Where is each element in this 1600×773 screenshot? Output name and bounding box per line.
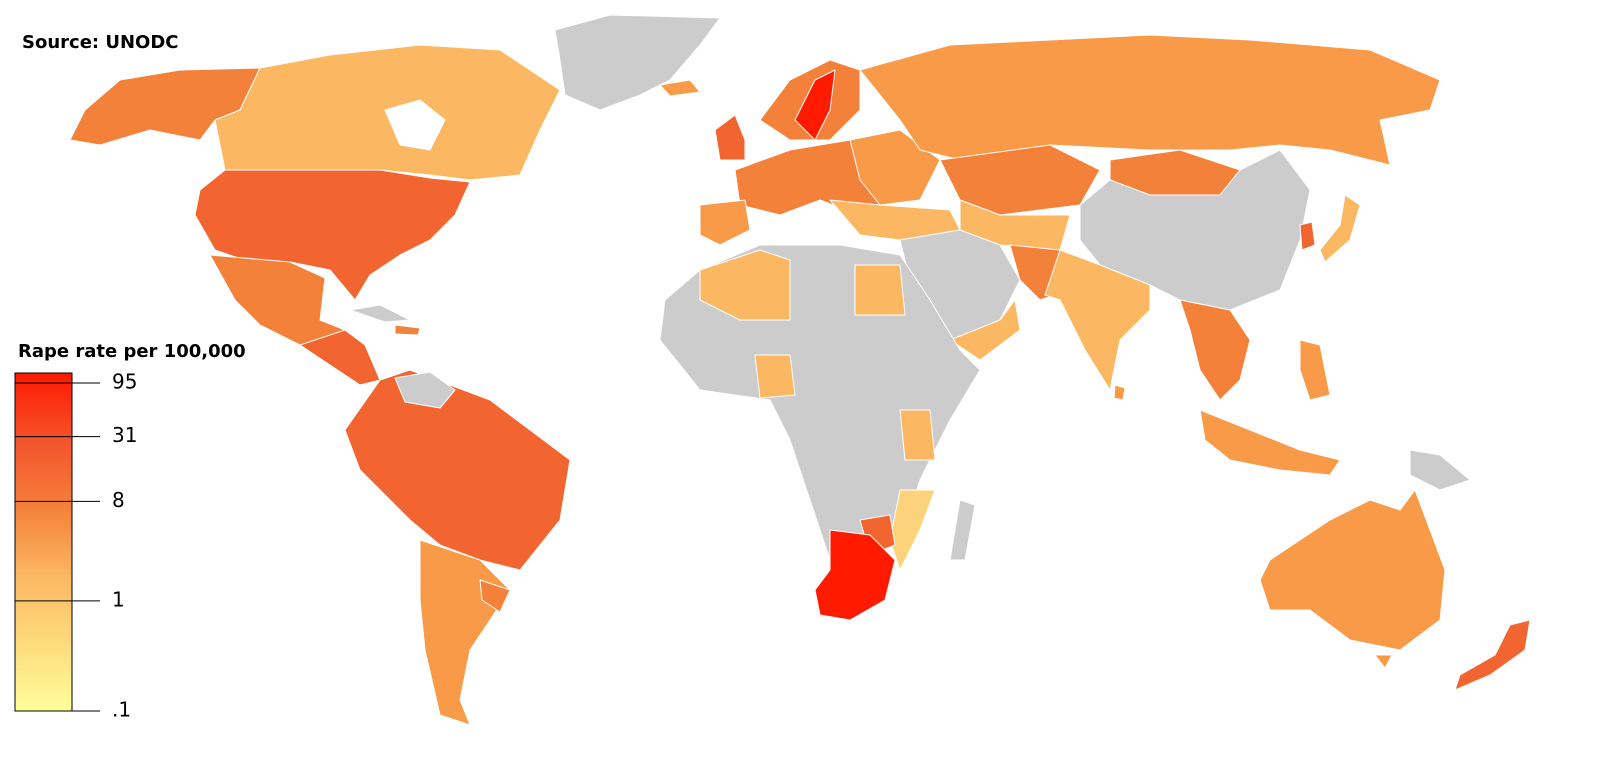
korea (1299, 221, 1316, 251)
new-zealand (1454, 619, 1531, 691)
madagascar (949, 499, 976, 561)
papua (1409, 449, 1471, 491)
south-africa (814, 529, 896, 621)
indonesia (1199, 409, 1341, 476)
greenland (554, 14, 721, 111)
legend-tick-label: .1 (112, 698, 131, 722)
legend-ticks: 95 31 8 1 .1 (15, 370, 137, 722)
hudson-bay (384, 99, 446, 151)
tasmania (1374, 654, 1393, 669)
venezuela (394, 371, 456, 409)
land-shapes (69, 14, 1531, 726)
yemen-oman (949, 299, 1021, 361)
legend-ramp (14, 372, 73, 712)
source-note: Source: UNODC (22, 32, 179, 53)
cuba (349, 304, 411, 323)
iberia (699, 199, 751, 246)
usa (194, 169, 471, 301)
egypt (854, 264, 906, 316)
east-africa (899, 409, 936, 461)
nigeria (754, 354, 796, 399)
eastern-europe (849, 129, 941, 206)
uk (714, 114, 746, 161)
australia (1259, 489, 1446, 651)
legend-tick-label: 1 (112, 587, 125, 611)
legend-tick-label: 31 (112, 423, 137, 447)
philippines (1299, 339, 1331, 401)
iceland (659, 79, 701, 97)
legend-tick-label: 8 (112, 488, 125, 512)
south-america-north (344, 369, 571, 571)
legend-tick-label: 95 (112, 370, 137, 394)
uruguay-region (479, 579, 511, 613)
south-america-south (419, 539, 511, 726)
india (1044, 249, 1151, 391)
russia (859, 34, 1441, 166)
legend-title: Rape rate per 100,000 (18, 341, 246, 362)
sweden (794, 69, 836, 141)
southeast-asia (1179, 299, 1251, 401)
algeria (699, 249, 791, 321)
hispaniola (394, 324, 421, 336)
japan (1319, 194, 1361, 263)
sri-lanka (1113, 384, 1126, 401)
